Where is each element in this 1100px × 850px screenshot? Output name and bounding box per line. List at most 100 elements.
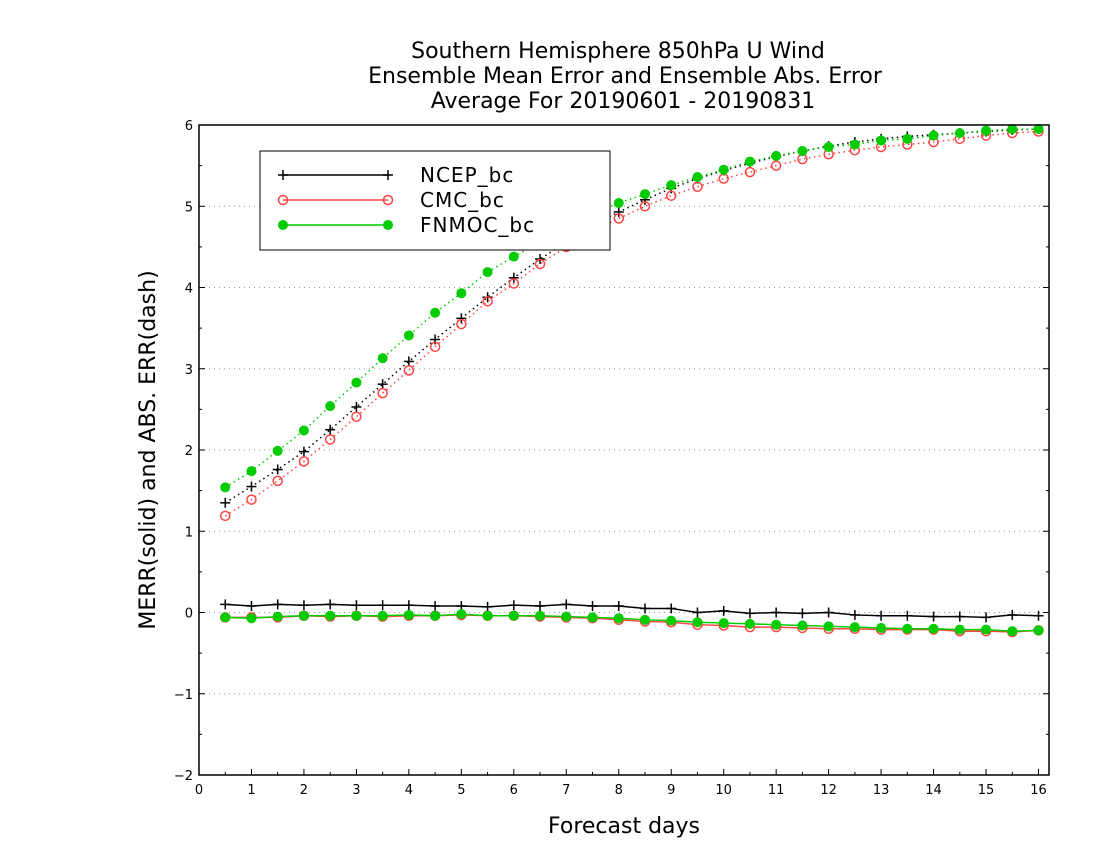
y-tick-label: 0	[185, 607, 193, 622]
ncep-bc-abs-err-point	[220, 497, 231, 508]
fnmoc-bc-abs-err-point	[797, 146, 808, 156]
ncep-bc-merr-point	[298, 600, 309, 611]
fnmoc-bc-abs-err-point	[876, 135, 887, 146]
legend-marker-end	[382, 194, 394, 206]
x-tick-label: 3	[352, 783, 360, 798]
legend-marker-start	[277, 194, 289, 206]
cmc-bc-abs-err-line	[224, 130, 1039, 517]
fnmoc-bc-merr-point	[692, 617, 703, 628]
legend-marker-end	[383, 220, 393, 230]
x-tick-label: 9	[667, 783, 675, 798]
fnmoc-bc-abs-err-point	[246, 466, 257, 477]
fnmoc-bc-merr-point	[876, 622, 887, 633]
x-tick-label: 13	[873, 783, 890, 798]
fnmoc-bc-abs-err-point	[351, 377, 362, 388]
ncep-bc-merr-point	[797, 608, 808, 619]
cmc-bc-abs-err-point	[429, 341, 441, 353]
fnmoc-bc-abs-err-point	[508, 251, 519, 262]
ncep-bc-abs-err-point	[272, 464, 283, 475]
fnmoc-bc-abs-err-point	[981, 125, 992, 136]
legend-item-cmc-bc: CMC_bc	[277, 188, 504, 212]
fnmoc-bc-merr-point	[718, 618, 729, 629]
fnmoc-bc-merr-point	[561, 611, 572, 622]
ncep-bc-merr-point	[535, 601, 546, 611]
fnmoc-bc-abs-err-point	[613, 198, 624, 208]
ncep-bc-merr-point	[928, 611, 939, 622]
fnmoc-bc-merr-point	[456, 609, 467, 620]
ncep-bc-merr-point	[613, 601, 624, 611]
fnmoc-bc-merr-point	[535, 610, 546, 621]
fnmoc-bc-merr-point	[954, 624, 965, 635]
fnmoc-bc-merr-point	[849, 622, 860, 633]
fnmoc-bc-abs-err-point	[902, 133, 913, 144]
ncep-bc-merr-point	[692, 607, 703, 618]
x-tick-label: 10	[715, 783, 732, 798]
fnmoc-bc-abs-err-point	[928, 130, 939, 141]
cmc-bc-abs-err-point	[534, 258, 546, 270]
cmc-bc-abs-err-point	[456, 318, 467, 330]
fnmoc-bc-merr-point	[298, 610, 309, 621]
cmc-bc-abs-err-point	[692, 181, 703, 192]
x-tick-label: 4	[405, 783, 413, 798]
fnmoc-bc-merr-point	[902, 623, 913, 634]
ncep-bc-abs-err-point	[325, 424, 336, 435]
ncep-bc-merr-point	[823, 607, 834, 618]
fnmoc-bc-merr-point	[403, 609, 414, 620]
title-line-3: Average For 20190601 - 20190831	[431, 89, 816, 114]
cmc-bc-abs-err-point	[246, 494, 257, 505]
y-axis-label: MERR(solid) and ABS. ERR(dash)	[136, 270, 161, 629]
ncep-bc-merr-point	[482, 601, 493, 612]
fnmoc-bc-abs-err-point	[771, 150, 782, 161]
legend-item-fnmoc-bc: FNMOC_bc	[278, 213, 535, 237]
x-tick-label: 14	[925, 783, 942, 798]
fnmoc-bc-abs-err-point	[298, 425, 309, 436]
x-tick-label: 1	[247, 783, 255, 798]
fnmoc-bc-abs-err-point	[482, 267, 493, 278]
y-tick-label: −1	[174, 688, 193, 703]
y-tick-label: −2	[174, 769, 193, 784]
fnmoc-bc-merr-point	[377, 610, 388, 621]
cmc-bc-abs-err-point	[744, 166, 756, 178]
ncep-bc-merr-point	[718, 605, 729, 616]
series-layer	[219, 124, 1044, 638]
ncep-bc-merr-point	[561, 599, 572, 610]
fnmoc-bc-merr-point	[639, 614, 650, 625]
ncep-bc-abs-err-point	[403, 356, 414, 367]
fnmoc-bc-merr-point	[1007, 626, 1018, 637]
ncep-bc-merr-point	[902, 610, 913, 621]
cmc-bc-abs-err-point	[639, 201, 651, 212]
cmc-bc-abs-err-point	[665, 190, 677, 201]
ncep-bc-merr-point	[246, 601, 257, 611]
ncep-bc-abs-err-point	[508, 272, 519, 283]
legend-label: FNMOC_bc	[420, 213, 535, 237]
fnmoc-bc-merr-point	[797, 620, 808, 631]
ncep-bc-merr-point	[771, 607, 782, 618]
fnmoc-bc-abs-err-point	[666, 180, 677, 191]
fnmoc-bc-merr-point	[744, 618, 755, 629]
legend-label: NCEP_bc	[420, 163, 514, 187]
cmc-bc-abs-err-point	[272, 475, 283, 487]
fnmoc-bc-merr-point	[351, 610, 362, 621]
cmc-bc-abs-err-point	[403, 365, 415, 376]
fnmoc-bc-merr-point	[1033, 625, 1044, 636]
fnmoc-bc-abs-err-point	[430, 307, 441, 318]
ncep-bc-merr-point	[403, 600, 414, 611]
y-tick-label: 1	[185, 525, 193, 540]
legend-marker-start	[278, 220, 288, 230]
ncep-bc-merr-point	[220, 599, 231, 610]
cmc-bc-abs-err-point	[351, 411, 362, 422]
y-tick-label: 3	[185, 363, 193, 378]
fnmoc-bc-merr-point	[823, 621, 834, 632]
cmc-bc-abs-err-point	[219, 510, 231, 522]
fnmoc-bc-abs-err-point	[639, 189, 650, 200]
y-tick-label: 4	[185, 282, 193, 297]
x-tick-label: 16	[1030, 783, 1047, 798]
fnmoc-bc-merr-point	[325, 610, 336, 621]
fnmoc-bc-merr-point	[220, 612, 231, 623]
x-tick-label: 11	[768, 783, 785, 798]
fnmoc-bc-abs-err-point	[718, 164, 729, 175]
chart-title: Southern Hemisphere 850hPa U Wind Ensemb…	[368, 39, 883, 114]
fnmoc-bc-abs-err-point	[456, 288, 467, 299]
fnmoc-bc-merr-point	[928, 623, 939, 634]
